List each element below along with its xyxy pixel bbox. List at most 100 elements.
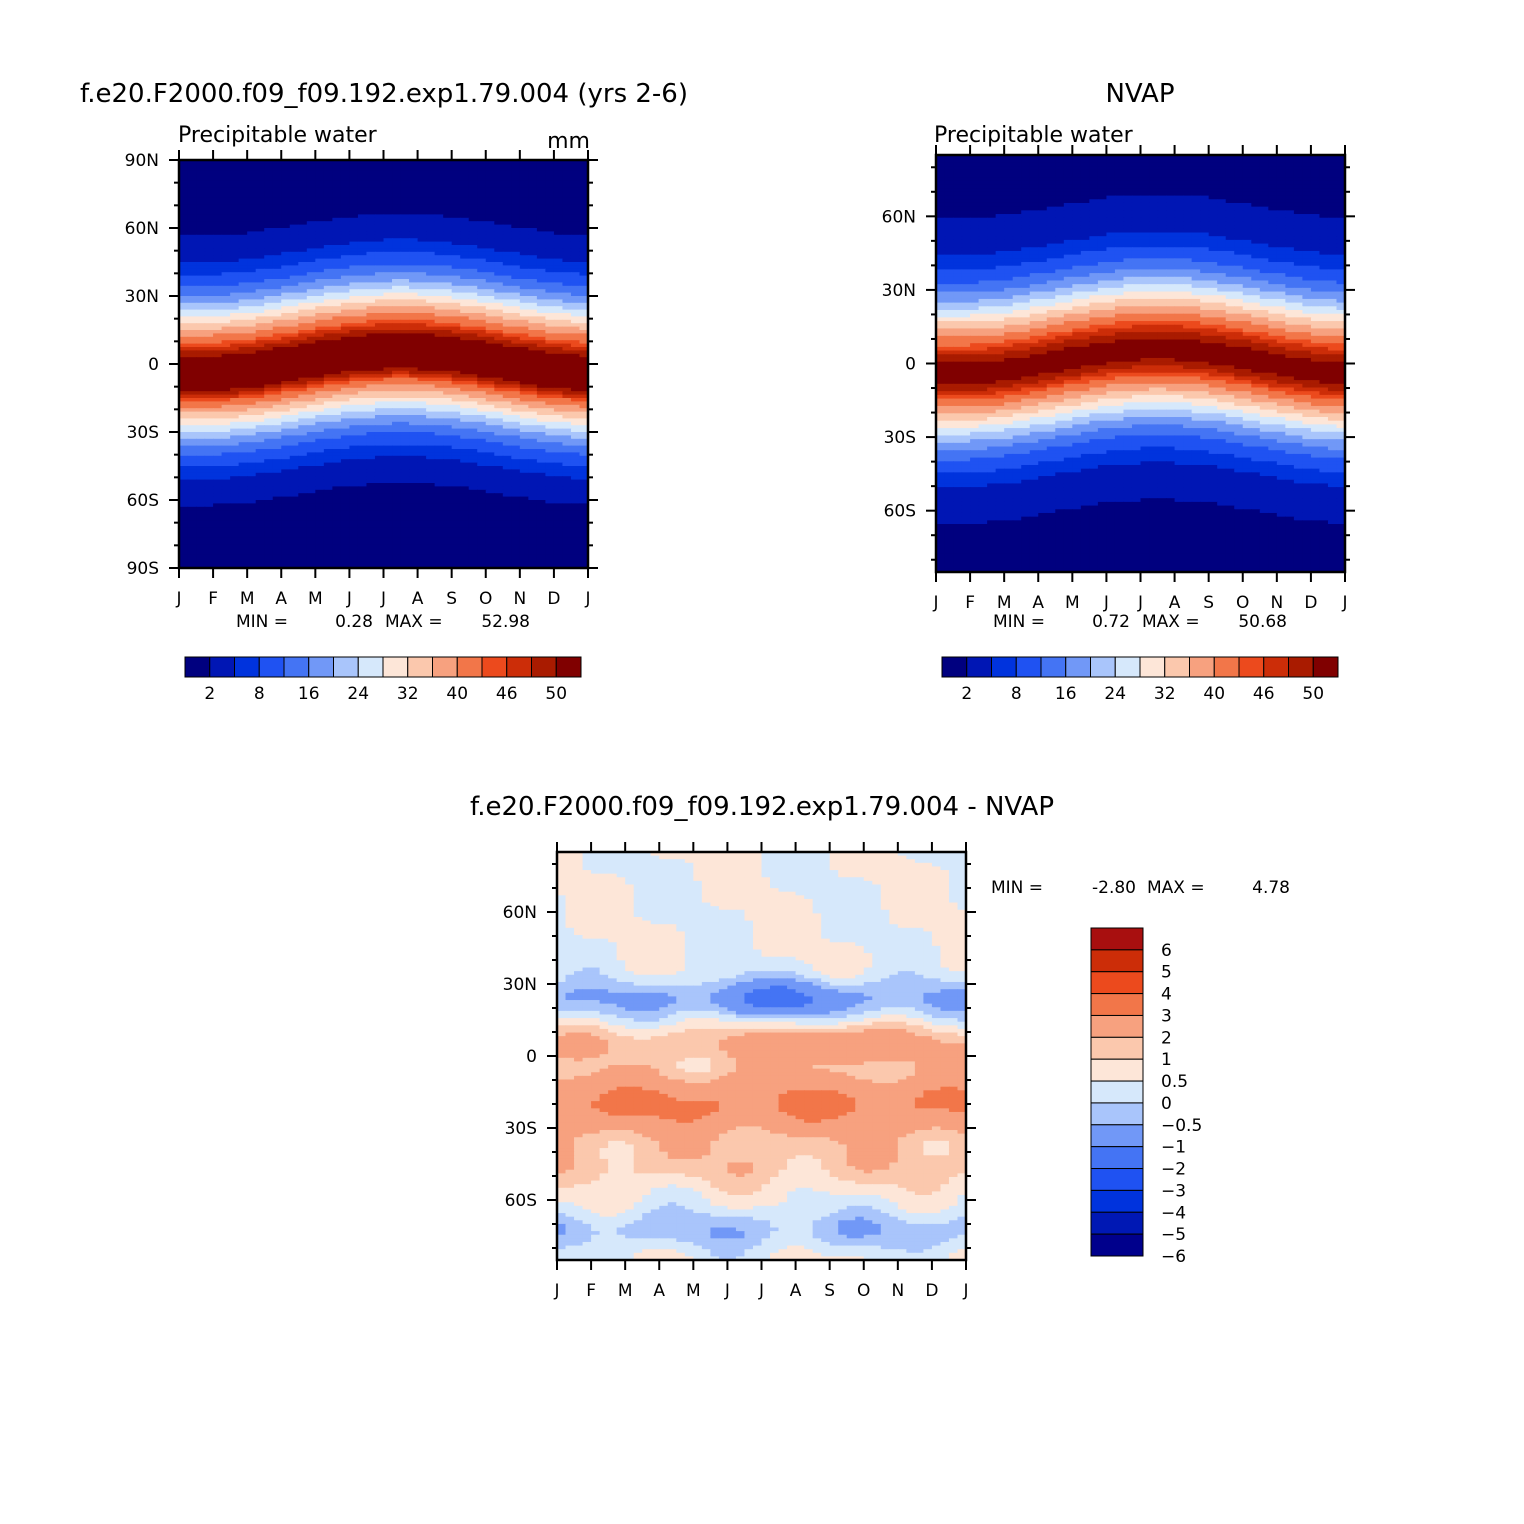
field-cell xyxy=(213,473,222,477)
field-cell xyxy=(196,170,205,174)
field-cell xyxy=(256,238,265,242)
field-cell xyxy=(349,371,358,375)
field-cell xyxy=(213,456,222,460)
field-cell xyxy=(230,303,239,307)
field-cell xyxy=(477,214,486,218)
field-cell xyxy=(222,180,231,184)
field-cell xyxy=(298,507,307,511)
field-cell xyxy=(366,490,375,494)
field-cell xyxy=(409,269,418,273)
field-cell xyxy=(213,269,222,273)
field-cell xyxy=(358,221,367,225)
field-cell xyxy=(324,163,333,167)
field-cell xyxy=(358,204,367,208)
field-cell xyxy=(562,388,571,392)
field-cell xyxy=(426,221,435,225)
field-cell xyxy=(401,388,410,392)
field-cell xyxy=(571,490,580,494)
field-cell xyxy=(409,456,418,460)
field-cell xyxy=(290,248,299,252)
field-cell xyxy=(307,238,316,242)
field-cell xyxy=(571,456,580,460)
field-cell xyxy=(239,388,248,392)
field-cell xyxy=(188,473,197,477)
field-cell xyxy=(332,507,341,511)
field-cell xyxy=(384,337,393,341)
field-cell xyxy=(239,231,248,235)
field-cell xyxy=(418,439,427,443)
field-cell xyxy=(537,221,546,225)
field-cell xyxy=(179,269,188,273)
field-cell xyxy=(188,163,197,167)
field-cell xyxy=(384,320,393,324)
field-cell xyxy=(435,371,444,375)
field-cell xyxy=(307,303,316,307)
field-cell xyxy=(503,231,512,235)
field-cell xyxy=(375,187,384,191)
field-cell xyxy=(179,231,188,235)
field-cell xyxy=(222,269,231,273)
field-cell xyxy=(452,214,461,218)
field-cell xyxy=(460,405,469,409)
field-cell xyxy=(494,507,503,511)
field-cell xyxy=(188,238,197,242)
field-cell xyxy=(486,405,495,409)
field-cell xyxy=(290,238,299,242)
field-cell xyxy=(247,354,256,358)
field-cell xyxy=(315,197,324,201)
field-cell xyxy=(486,473,495,477)
field-cell xyxy=(545,371,554,375)
field-cell xyxy=(324,231,333,235)
field-cell xyxy=(384,371,393,375)
field-cell xyxy=(315,473,324,477)
field-cell xyxy=(213,221,222,225)
field-cell xyxy=(452,248,461,252)
field-cell xyxy=(520,456,529,460)
field-cell xyxy=(222,303,231,307)
field-cell xyxy=(315,269,324,273)
field-cell xyxy=(426,337,435,341)
field-cell xyxy=(520,422,529,426)
field-cell xyxy=(486,248,495,252)
field-cell xyxy=(435,221,444,225)
field-cell xyxy=(341,221,350,225)
field-cell xyxy=(256,231,265,235)
field-cell xyxy=(188,490,197,494)
field-cell xyxy=(324,320,333,324)
field-cell xyxy=(452,170,461,174)
field-cell xyxy=(290,221,299,225)
field-cell xyxy=(281,507,290,511)
field-cell xyxy=(366,163,375,167)
field-cell xyxy=(349,286,358,290)
field-cell xyxy=(307,439,316,443)
field-cell xyxy=(332,238,341,242)
field-cell xyxy=(545,354,554,358)
field-cell xyxy=(486,221,495,225)
field-cell xyxy=(256,214,265,218)
field-cell xyxy=(545,337,554,341)
field-cell xyxy=(222,221,231,225)
field-cell xyxy=(375,507,384,511)
field-cell xyxy=(511,180,520,184)
field-cell xyxy=(324,337,333,341)
field-cell xyxy=(205,371,214,375)
field-cell xyxy=(273,320,282,324)
field-cell xyxy=(324,286,333,290)
field-cell xyxy=(179,456,188,460)
field-cell xyxy=(520,507,529,511)
field-cell xyxy=(332,490,341,494)
field-cell xyxy=(418,248,427,252)
field-cell xyxy=(469,221,478,225)
field-cell xyxy=(469,238,478,242)
field-cell xyxy=(222,204,231,208)
field-cell xyxy=(401,187,410,191)
field-cell xyxy=(247,238,256,242)
field-cell xyxy=(230,286,239,290)
field-cell xyxy=(435,286,444,290)
field-cell xyxy=(511,337,520,341)
field-cell xyxy=(443,197,452,201)
field-cell xyxy=(443,231,452,235)
field-cell xyxy=(554,231,563,235)
field-cell xyxy=(418,422,427,426)
field-cell xyxy=(460,439,469,443)
